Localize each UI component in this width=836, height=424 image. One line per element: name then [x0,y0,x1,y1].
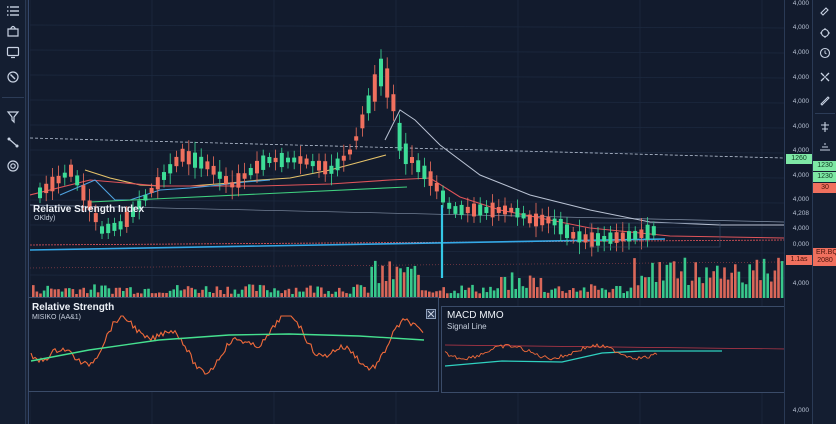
trendline-green[interactable] [89,186,408,203]
toolbar-divider [815,113,835,114]
align-button[interactable] [817,119,833,135]
align-center-icon [821,122,829,132]
price-tag-red-2-line2: 2080 [817,257,833,264]
compass-icon [7,71,19,83]
support-line-blue[interactable] [30,238,666,251]
price-axis-tick: 4,000 [792,147,809,154]
price-tag-red-2: ER.BQ 2080 [813,248,836,266]
macd-zero-line [444,344,788,350]
eraser-button[interactable] [817,3,833,19]
filter-button[interactable] [4,108,22,126]
rsi-panel-title: Relative Strength [32,302,115,313]
macd-panel[interactable]: MACD MMO Signal Line [441,306,810,393]
price-axis-tick: 4,000 [792,98,809,105]
price-axis-tick: 4,000 [792,172,809,179]
moving-average-red[interactable] [30,177,784,239]
close-icon [427,310,435,318]
chart-area[interactable]: Relative Strength Index OKldy) Relative … [28,0,810,424]
moving-average-grey[interactable] [384,109,784,226]
rsi-close-button[interactable] [426,309,436,319]
current-price-tag: 1260 [786,154,812,164]
toolbar-divider [2,97,24,98]
price-axis-tick: 4,000 [792,196,809,203]
left-panel-rail [26,0,29,424]
patterns-button[interactable] [817,69,833,85]
rsi-signal-line[interactable] [30,333,425,362]
reference-line[interactable] [30,204,784,223]
price-axis-tick: 4,000 [792,123,809,130]
watchlist-button[interactable] [4,22,22,40]
price-axis-tick: 4,000 [792,225,809,232]
trend-line-button[interactable] [4,133,22,151]
macd-signal-line[interactable] [444,350,722,367]
circle-target-icon [7,160,19,172]
rectangle-drawing[interactable] [589,222,721,248]
clock-icon [819,47,831,59]
pen-icon [820,96,830,106]
pen-button[interactable] [817,92,833,108]
horizontal-line-button[interactable] [817,139,833,155]
rsi-panel-subtitle: MISIKO (AA&1) [32,314,82,321]
clock-button[interactable] [817,45,833,61]
price-axis-tick: 0,000 [792,241,809,248]
trend-line-icon [7,137,19,148]
price-axis-tick: 4,000 [792,280,809,287]
volume-histogram[interactable] [32,257,784,298]
price-tag-green-2: 1230 [813,172,836,182]
price-axis[interactable]: 4,000 4,000 4,000 4,000 4,000 4,000 4,000 4,000… [784,0,812,424]
macd-line[interactable] [444,343,658,361]
navigate-button[interactable] [4,68,22,86]
price-tag-green-1: 1230 [813,161,836,171]
price-axis-tick: 4,000 [792,407,809,414]
price-axis-tick: 4,208 [792,210,809,217]
rsi-line[interactable] [30,315,424,375]
left-drawing-toolbar [0,0,26,424]
pattern-icon [820,72,830,82]
macd-panel-subtitle: Signal Line [447,322,487,331]
macd-panel-title: MACD MMO [447,310,504,321]
price-axis-tick: 4,000 [792,49,809,56]
right-drawing-toolbar: 1230 1230 30 ER.BQ 2080 [812,0,836,424]
target-button[interactable] [4,157,22,175]
monitor-icon [6,46,20,59]
crosshair-gear-icon [820,28,830,38]
candlestick-series[interactable] [38,49,656,257]
rsi-panel[interactable]: Relative Strength MISIKO (AA&1) [28,297,439,392]
price-tag-red-2-line1: ER.BQ [816,249,836,256]
funnel-icon [6,111,20,124]
moving-average-yellow[interactable] [84,154,387,187]
price-axis-tick: 4,000 [792,0,809,7]
main-indicator-subtitle: OKldy) [34,215,56,222]
main-indicator-title: Relative Strength Index [33,204,145,215]
menu-icon [7,6,19,16]
shopping-bag-icon [7,25,19,37]
pencil-eraser-icon [820,7,829,16]
crosshair-button[interactable] [817,25,833,41]
macd-plot[interactable] [442,307,811,394]
red-dotted-level[interactable] [30,239,784,246]
price-axis-tick: 4,000 [792,24,809,31]
main-price-chart[interactable] [30,0,784,424]
horizontal-line-icon [820,143,830,151]
lower-price-tag: 1.1as [786,255,812,265]
price-axis-tick: 4,000 [792,74,809,81]
screen-button[interactable] [4,43,22,61]
rsi-plot[interactable] [29,298,440,393]
menu-button[interactable] [4,2,22,20]
price-tag-red-1: 30 [813,183,836,193]
